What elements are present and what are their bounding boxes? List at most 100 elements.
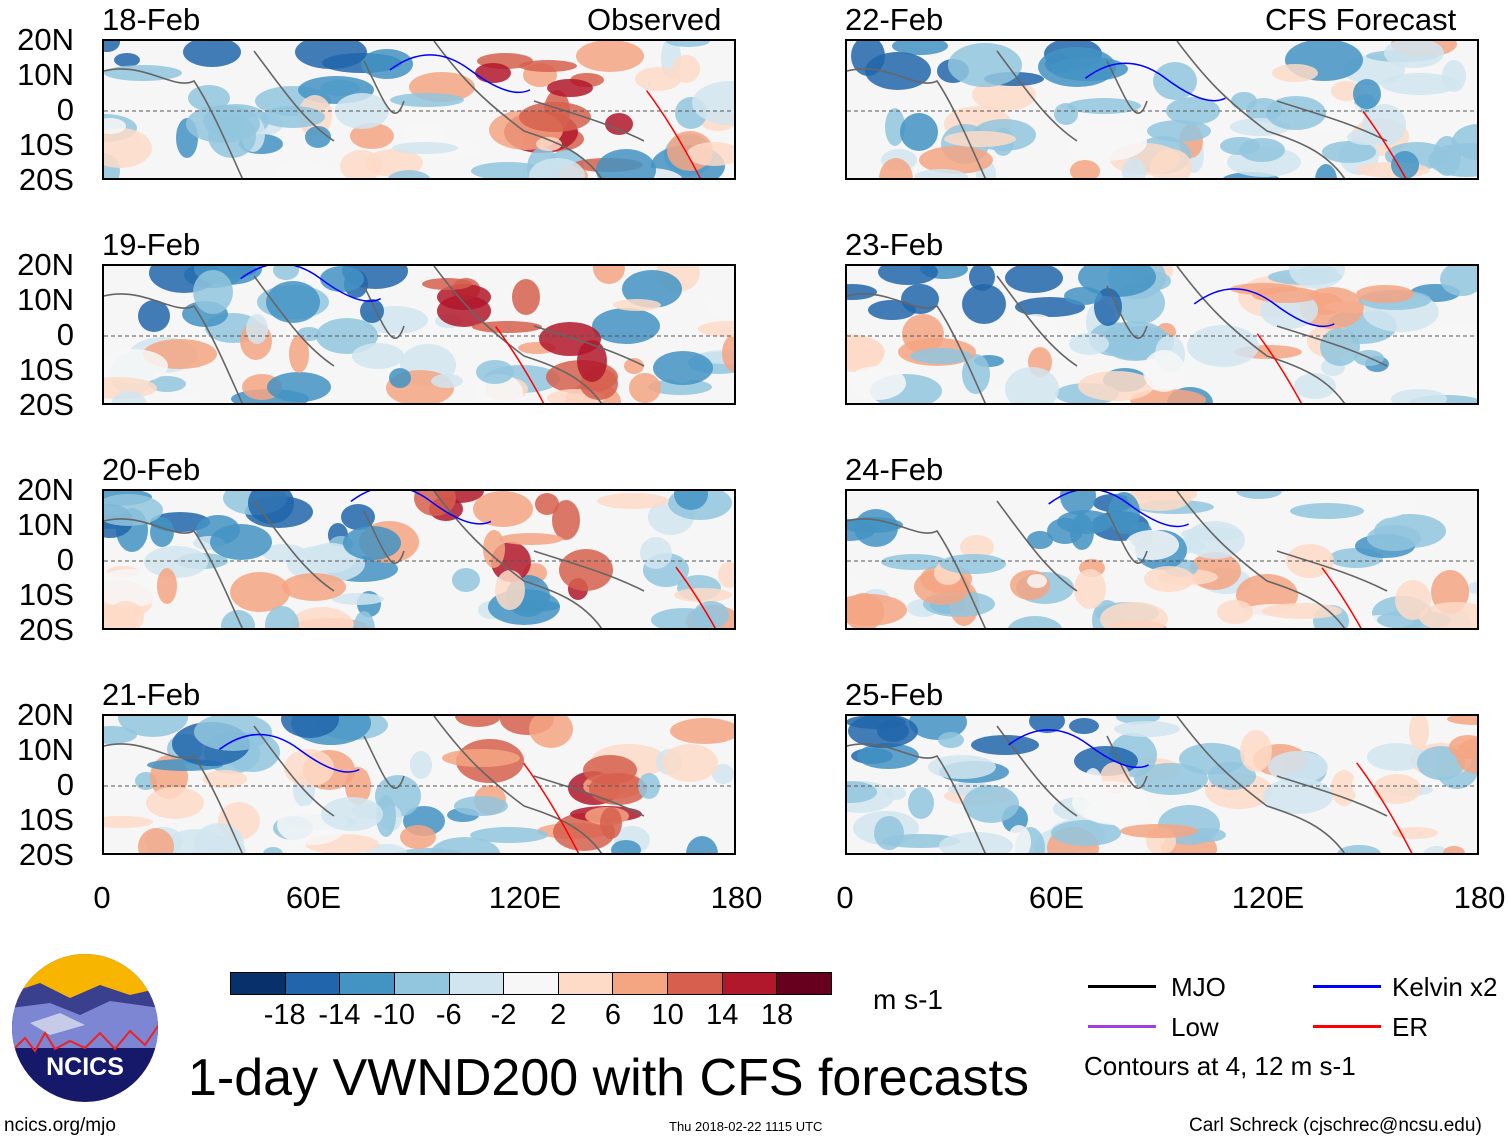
- wind-anomaly-blob: [1100, 602, 1168, 628]
- wind-anomaly-blob: [210, 524, 272, 560]
- lat-label: 20N: [17, 22, 74, 57]
- kelvin-contour: [240, 266, 381, 302]
- wind-anomaly-blob: [529, 716, 573, 748]
- colorbar-swatch: [777, 973, 832, 994]
- wind-anomaly-blob: [1391, 151, 1419, 178]
- wind-anomaly-blob: [104, 128, 152, 168]
- colorbar-swatch: [340, 973, 395, 994]
- wind-anomaly-blob: [1005, 367, 1059, 403]
- wind-anomaly-blob: [1367, 525, 1421, 551]
- colorbar-swatch: [722, 973, 778, 994]
- wind-anomaly-blob: [343, 526, 401, 560]
- wind-anomaly-blob: [454, 796, 508, 816]
- wind-anomaly-blob: [1430, 324, 1477, 340]
- wind-anomaly-blob: [1153, 62, 1197, 100]
- wind-anomaly-blob: [1373, 774, 1421, 804]
- wind-anomaly-blob: [847, 593, 884, 628]
- panel-date: 25-Feb: [845, 677, 944, 712]
- wind-anomaly-blob: [848, 716, 918, 748]
- wind-anomaly-blob: [316, 318, 378, 354]
- legend-er-line: [1313, 1025, 1381, 1028]
- map-panel: [102, 489, 736, 630]
- wind-anomaly-blob: [885, 108, 905, 146]
- colorbar-swatch: [449, 973, 505, 994]
- wind-anomaly-blob: [1078, 266, 1156, 297]
- wind-anomaly-blob: [552, 500, 580, 540]
- wind-anomaly-blob: [613, 299, 661, 311]
- wind-anomaly-blob: [376, 795, 396, 837]
- wind-anomaly-blob: [1185, 521, 1245, 559]
- wind-anomaly-blob: [104, 41, 120, 52]
- wind-anomaly-blob: [361, 49, 413, 79]
- wind-anomaly-blob: [577, 340, 607, 382]
- wind-anomaly-blob: [878, 266, 938, 285]
- wind-anomaly-blob: [857, 743, 919, 769]
- wind-anomaly-blob: [1134, 763, 1208, 795]
- wind-anomaly-blob: [118, 716, 188, 737]
- wind-anomaly-blob: [352, 343, 404, 369]
- wind-anomaly-blob: [389, 368, 411, 388]
- wind-anomaly-blob: [622, 270, 682, 308]
- colorbar-label: -6: [435, 999, 462, 1031]
- legend-mjo-line: [1088, 985, 1156, 988]
- wind-anomaly-blob: [332, 593, 384, 605]
- wind-anomaly-blob: [114, 53, 140, 67]
- wind-anomaly-blob: [104, 816, 153, 828]
- wind-anomaly-blob: [429, 756, 459, 792]
- wind-anomaly-blob: [138, 828, 174, 853]
- wind-anomaly-blob: [960, 535, 994, 559]
- wind-anomaly-blob: [284, 749, 334, 787]
- wind-anomaly-blob: [559, 549, 613, 591]
- legend-low-line: [1088, 1025, 1156, 1028]
- wind-anomaly-blob: [290, 607, 354, 628]
- wind-anomaly-blob: [1220, 137, 1260, 155]
- coastline: [104, 716, 645, 853]
- wind-anomaly-blob: [198, 836, 246, 853]
- colorbar-label: -10: [373, 999, 416, 1031]
- colorbar-label: -18: [263, 999, 306, 1031]
- wind-anomaly-blob: [430, 837, 500, 853]
- wind-anomaly-blob: [1367, 743, 1427, 771]
- wind-anomaly-blob: [1347, 129, 1385, 145]
- wind-anomaly-blob: [640, 537, 672, 569]
- wind-anomaly-blob: [592, 308, 660, 344]
- wind-anomaly-blob: [624, 358, 644, 374]
- wind-anomaly-blob: [529, 158, 585, 178]
- wind-anomaly-blob: [1381, 73, 1459, 95]
- wind-anomaly-blob: [847, 336, 884, 372]
- lat-label: 0: [56, 317, 74, 352]
- wind-anomaly-blob: [1263, 778, 1333, 814]
- wind-anomaly-blob: [1067, 98, 1141, 114]
- wind-anomaly-blob: [1294, 373, 1336, 399]
- kelvin-contour: [350, 491, 492, 525]
- ncics-logo: NCICS: [12, 954, 158, 1102]
- wind-anomaly-blob: [847, 284, 877, 300]
- panel-date: 20-Feb: [102, 452, 201, 487]
- wind-anomaly-blob: [597, 493, 669, 509]
- lat-label: 10N: [17, 57, 74, 92]
- colorbar-units: m s-1: [873, 984, 943, 1015]
- wind-anomaly-blob: [698, 321, 734, 337]
- wind-anomaly-blob: [1272, 64, 1318, 82]
- legend-low-label: Low: [1171, 1012, 1219, 1042]
- coastline: [847, 266, 1388, 403]
- wind-anomaly-blob: [1064, 287, 1102, 305]
- map-panel: [102, 714, 736, 855]
- legend-kelvin-line: [1313, 985, 1381, 988]
- legend-kelvin-label: Kelvin x2: [1392, 972, 1498, 1002]
- footer-url[interactable]: ncics.org/mjo: [4, 1115, 116, 1136]
- wind-anomaly-blob: [865, 52, 931, 90]
- wind-anomaly-blob: [962, 284, 1006, 324]
- wind-anomaly-blob: [972, 79, 1036, 111]
- wind-anomaly-blob: [1027, 574, 1047, 588]
- er-contour: [1321, 567, 1362, 628]
- wind-anomaly-blob: [471, 162, 545, 178]
- wind-anomaly-blob: [289, 335, 309, 373]
- wind-anomaly-blob: [475, 63, 511, 83]
- wind-anomaly-blob: [193, 270, 233, 314]
- wind-anomaly-blob: [686, 836, 718, 853]
- wind-anomaly-blob: [547, 79, 593, 97]
- wind-anomaly-blob: [693, 601, 729, 628]
- wind-anomaly-blob: [1005, 266, 1063, 293]
- wind-anomaly-blob: [148, 376, 186, 392]
